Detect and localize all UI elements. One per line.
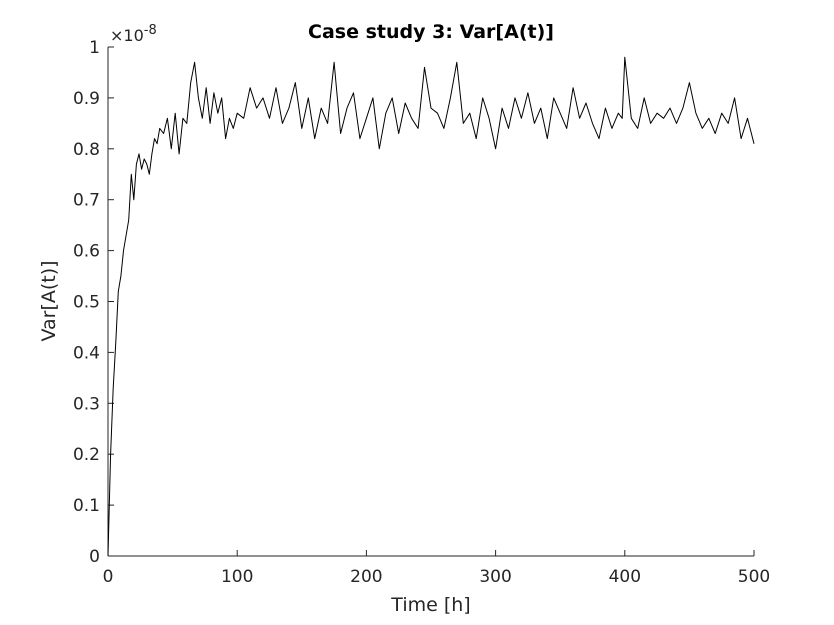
x-tick-label: 200 <box>350 567 382 587</box>
y-tick-label: 0.3 <box>73 394 100 414</box>
y-axis-label: Var[A(t)] <box>38 260 60 341</box>
x-tick-label: 400 <box>609 567 641 587</box>
y-tick-label: 1 <box>89 38 100 58</box>
plot-area: 0 100 200 300 400 500 0 0.1 0.2 0.3 0.4 0.5 0.6 0.7 0.… <box>73 38 770 587</box>
y-tick-label: 0.8 <box>73 140 100 160</box>
y-tick-label: 0.6 <box>73 242 100 262</box>
y-tick-label: 0 <box>89 547 100 567</box>
y-tick-label: 0.5 <box>73 293 100 313</box>
x-tick-label: 300 <box>479 567 511 587</box>
x-tick-label: 500 <box>738 567 770 587</box>
y-tick-label: 0.9 <box>73 89 100 109</box>
y-tick-label: 0.4 <box>73 343 100 363</box>
x-tick-label: 100 <box>221 567 253 587</box>
x-tick-label: 0 <box>103 567 114 587</box>
series-line <box>107 56 755 557</box>
chart-title: Case study 3: Var[A(t)] <box>308 21 554 43</box>
y-tick-label: 0.1 <box>73 496 100 516</box>
y-tick-label: 0.7 <box>73 191 100 211</box>
y-multiplier-label: ×10-8 <box>110 23 157 45</box>
y-tick-label: 0.2 <box>73 445 100 465</box>
x-axis-label: Time [h] <box>390 594 470 616</box>
